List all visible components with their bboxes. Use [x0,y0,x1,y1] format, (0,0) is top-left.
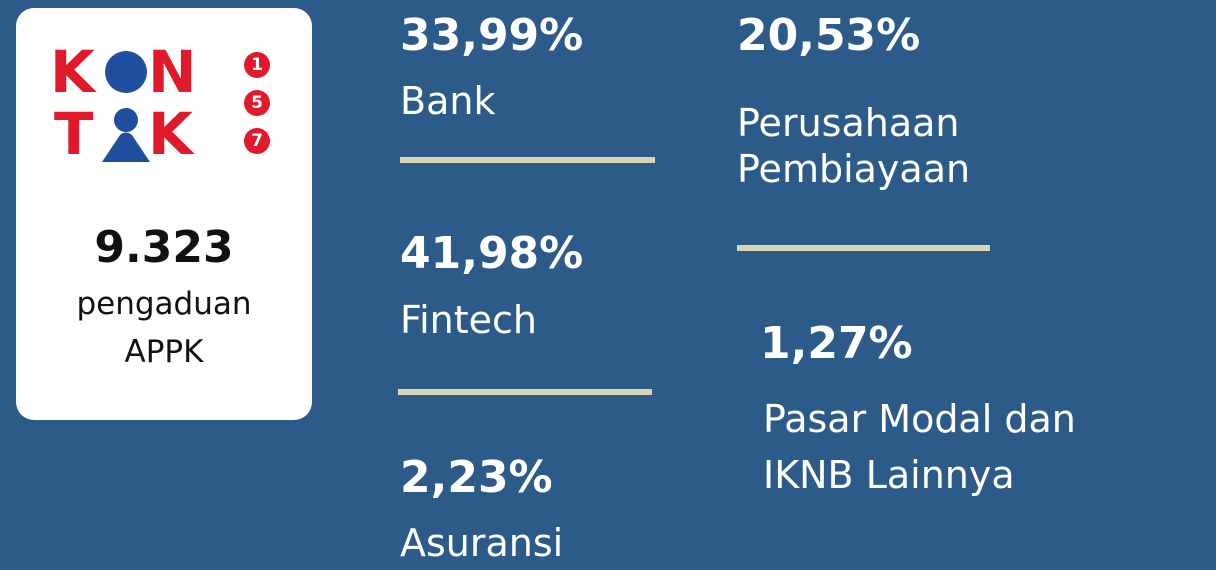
logo-letter: K [50,38,95,106]
divider [398,389,652,395]
stat-label: Pasar Modal dan [763,397,1076,441]
logo-a-body [102,132,150,162]
divider [400,157,655,163]
digit-circle [244,52,270,78]
stat-label: IKNB Lainnya [763,453,1015,497]
total-value: 9.323 [94,222,234,273]
stat-label: Perusahaan [737,101,960,145]
stat-label: Bank [400,79,496,123]
logo-digit: 7 [251,131,263,151]
logo-o [105,51,147,93]
digit-circle [244,90,270,116]
divider [737,245,990,251]
logo-letter: T [54,100,94,168]
logo [102,51,270,162]
stat-label: Pembiayaan [737,147,971,191]
stat-value: 41,98% [400,228,584,279]
total-label: APPK [124,334,204,370]
total-label: pengaduan [76,286,252,322]
stat-value: 1,27% [760,318,913,369]
logo-letter: N [148,38,197,106]
stat-label: Asuransi [400,521,564,565]
stat-value: 20,53% [737,10,921,61]
logo-digit: 1 [251,55,263,75]
stat-value: 33,99% [400,10,584,61]
stat-label: Fintech [400,298,537,342]
logo-digit: 5 [251,93,263,113]
logo-a-head [114,108,138,132]
stat-value: 2,23% [400,452,553,503]
logo-letter: K [148,100,193,168]
digit-circle [244,128,270,154]
